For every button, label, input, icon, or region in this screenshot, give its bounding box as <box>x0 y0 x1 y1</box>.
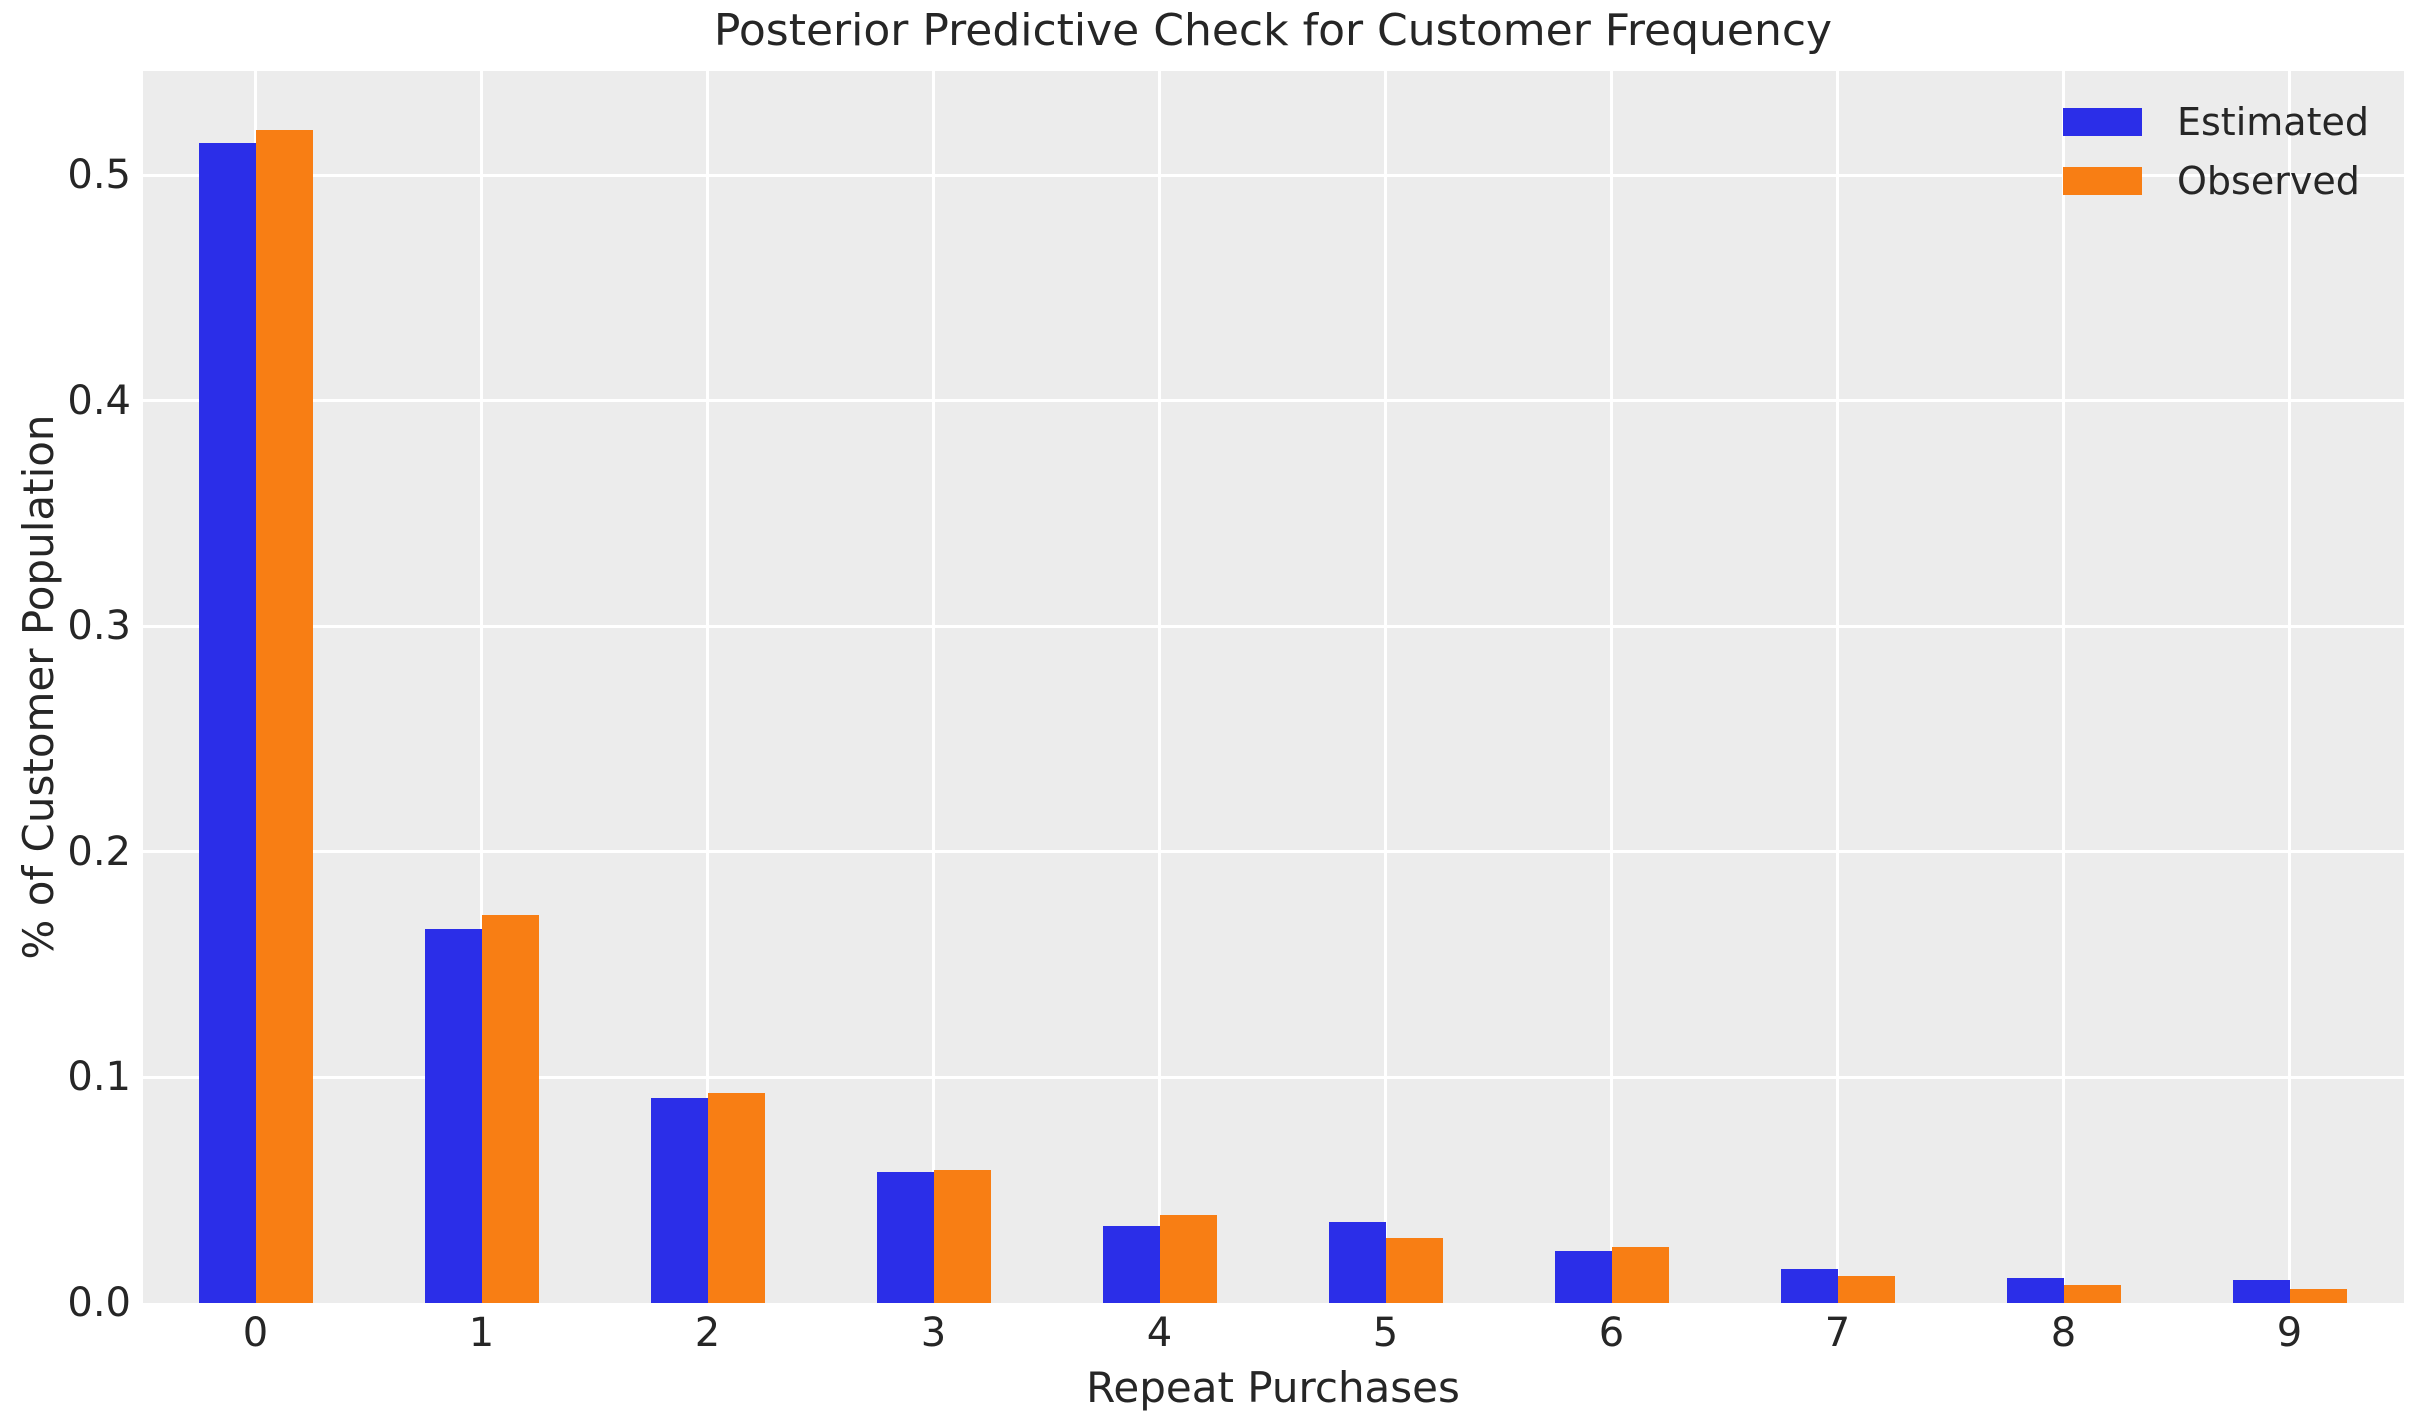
gridline-x-5 <box>1384 71 1387 1303</box>
xtick-label-7: 7 <box>1824 1310 1851 1356</box>
bar-observed-0 <box>255 130 313 1303</box>
bar-observed-2 <box>707 1093 765 1303</box>
ytick-label-0.3: 0.3 <box>67 603 131 650</box>
ytick-label-0.4: 0.4 <box>67 377 131 424</box>
gridline-x-9 <box>2288 71 2291 1303</box>
bar-estimated-1 <box>424 929 482 1303</box>
gridline-x-1 <box>480 71 483 1303</box>
gridline-y-0.4 <box>143 399 2404 403</box>
bar-observed-6 <box>1611 1247 1669 1303</box>
xtick-label-3: 3 <box>920 1310 947 1356</box>
legend-label-observed: Observed <box>2177 159 2360 203</box>
bar-estimated-5 <box>1328 1222 1386 1303</box>
bar-observed-1 <box>481 915 539 1303</box>
ytick-label-0.1: 0.1 <box>67 1054 131 1101</box>
bar-estimated-3 <box>876 1172 934 1303</box>
xtick-label-2: 2 <box>694 1310 721 1356</box>
plot-area: Estimated Observed <box>143 71 2404 1303</box>
bar-observed-5 <box>1385 1238 1443 1303</box>
xtick-label-0: 0 <box>242 1310 269 1356</box>
bar-estimated-2 <box>650 1098 708 1303</box>
gridline-x-7 <box>1836 71 1839 1303</box>
gridline-x-8 <box>2062 71 2065 1303</box>
bar-estimated-7 <box>1780 1269 1838 1303</box>
gridline-y-0.5 <box>143 173 2404 177</box>
gridline-x-4 <box>1158 71 1161 1303</box>
ytick-label-0.2: 0.2 <box>67 828 131 875</box>
bar-observed-3 <box>933 1170 991 1303</box>
xtick-label-4: 4 <box>1146 1310 1173 1356</box>
legend-swatch-observed <box>2063 167 2142 195</box>
bar-estimated-6 <box>1554 1251 1612 1303</box>
bar-observed-4 <box>1159 1215 1217 1303</box>
legend-row-estimated: Estimated <box>2063 103 2369 141</box>
legend-label-estimated: Estimated <box>2177 100 2369 144</box>
gridline-y-0.2 <box>143 850 2404 854</box>
bar-observed-9 <box>2289 1289 2347 1303</box>
bar-estimated-4 <box>1102 1226 1160 1303</box>
bar-estimated-9 <box>2232 1280 2290 1303</box>
xtick-label-9: 9 <box>2276 1310 2303 1356</box>
legend-swatch-estimated <box>2063 108 2142 136</box>
x-axis-label: Repeat Purchases <box>1086 1363 1460 1412</box>
gridline-x-6 <box>1610 71 1613 1303</box>
bar-estimated-8 <box>2006 1278 2064 1303</box>
xtick-label-8: 8 <box>2050 1310 2077 1356</box>
gridline-y-0.3 <box>143 624 2404 628</box>
bar-estimated-0 <box>198 143 256 1303</box>
bar-observed-8 <box>2063 1285 2121 1303</box>
gridline-x-2 <box>706 71 709 1303</box>
xtick-label-5: 5 <box>1372 1310 1399 1356</box>
y-axis-label: % of Customer Population <box>14 414 63 960</box>
chart-title: Posterior Predictive Check for Customer … <box>713 5 1833 56</box>
xtick-label-1: 1 <box>468 1310 495 1356</box>
ytick-label-0.5: 0.5 <box>67 152 131 198</box>
legend-row-observed: Observed <box>2063 162 2369 200</box>
ytick-label-0.0: 0.0 <box>67 1280 131 1326</box>
gridline-x-3 <box>932 71 935 1303</box>
gridline-y-0.1 <box>143 1075 2404 1079</box>
bar-observed-7 <box>1837 1276 1895 1303</box>
xtick-label-6: 6 <box>1598 1310 1625 1356</box>
legend: Estimated Observed <box>2063 103 2369 200</box>
